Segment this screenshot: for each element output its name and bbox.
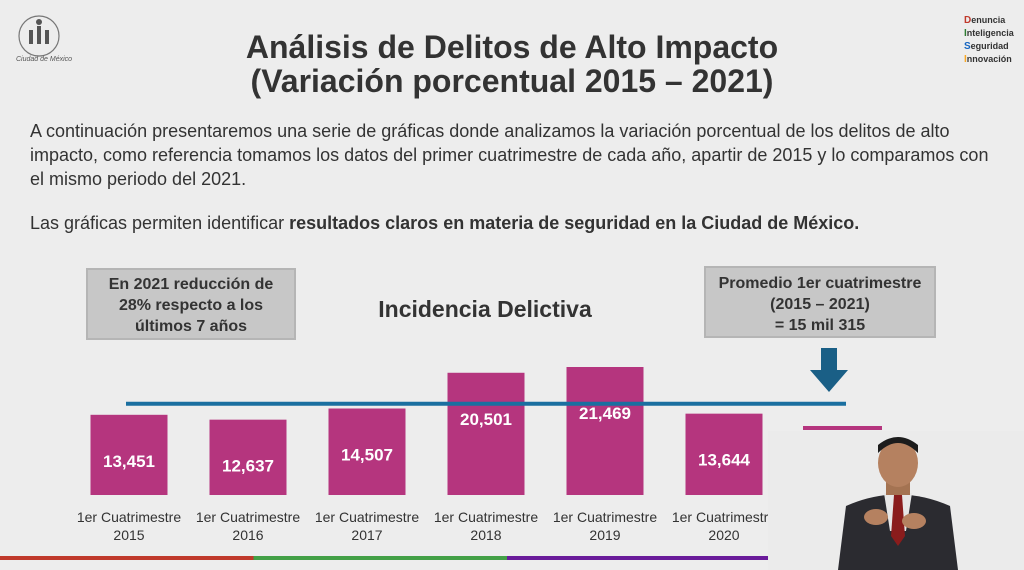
logo-initial: S xyxy=(964,41,971,52)
bar-value-label: 14,507 xyxy=(341,446,393,465)
x-tick-label: 1er Cuatrimestre xyxy=(434,509,538,525)
intro-paragraph: A continuación presentaremos una serie d… xyxy=(30,121,989,189)
x-tick-label: 2017 xyxy=(351,527,382,543)
logo-initial: I xyxy=(964,54,967,65)
bar xyxy=(566,367,644,495)
page-title-line1: Análisis de Delitos de Alto Impacto xyxy=(245,29,779,65)
x-tick-label: 2018 xyxy=(470,527,501,543)
x-tick-label: 2019 xyxy=(589,527,620,543)
x-tick-label: 2015 xyxy=(113,527,144,543)
logo-word: Seguridad xyxy=(964,40,1014,53)
bar-value-label: 13,644 xyxy=(698,451,751,470)
reduction-callout: En 2021 reducción de 28% respecto a los … xyxy=(86,268,296,340)
x-tick-label: 2016 xyxy=(232,527,263,543)
logo-word-rest: nnovación xyxy=(966,54,1012,64)
bar-value-label: 20,501 xyxy=(460,410,512,429)
logo-word: Inteligencia xyxy=(964,27,1014,40)
paragraph2-bold: resultados claros en materia de segurida… xyxy=(289,213,860,233)
down-arrow-icon xyxy=(810,348,848,392)
intro-paragraph-2: Las gráficas permiten identificar result… xyxy=(30,211,1000,235)
page-title-line2: (Variación porcentual 2015 – 2021) xyxy=(250,63,774,99)
cdmx-logo: Ciudad de México xyxy=(8,12,73,70)
dise-logo: Denuncia Inteligencia Seguridad Innovación xyxy=(964,14,1014,66)
callout-line: (2015 – 2021) xyxy=(770,296,870,313)
bar-chart: 13,451 1er Cuatrimestre 2015 12,637 1er Cuat… xyxy=(77,348,882,543)
logo-word-rest: eguridad xyxy=(970,41,1009,51)
callout-line: últimos 7 años xyxy=(134,318,248,335)
paragraph2-text: Las gráficas permiten identificar xyxy=(30,213,290,233)
bar-value-label: 21,469 xyxy=(579,404,631,423)
x-tick-label: 1er Cuatrimestre xyxy=(77,509,181,525)
logo-word-rest: nteligencia xyxy=(966,28,1014,38)
bar xyxy=(90,414,168,495)
x-tick-label: 1er Cuatrimestre xyxy=(196,509,300,525)
bar xyxy=(328,408,406,495)
x-tick-label: 1er Cuatrimestre xyxy=(672,509,776,525)
callout-line: 28% respecto a los xyxy=(118,297,264,314)
bar xyxy=(447,372,525,495)
average-callout: Promedio 1er cuatrimestre (2015 – 2021) … xyxy=(704,266,936,338)
callout-line: = 15 mil 315 xyxy=(774,317,866,334)
x-tick-label: 2020 xyxy=(708,527,739,543)
logo-initial: D xyxy=(964,15,972,26)
x-tick-label: 1er Cuatrimestre xyxy=(553,509,657,525)
logo-initial: I xyxy=(964,28,967,39)
callout-line: En 2021 reducción de xyxy=(108,276,274,293)
bottom-color-strip xyxy=(0,556,768,560)
logo-word: Denuncia xyxy=(964,14,1014,27)
logo-caption: Ciudad de México xyxy=(16,56,73,63)
chart-title: Incidencia Delictiva xyxy=(378,296,592,322)
callout-line: Promedio 1er cuatrimestre xyxy=(718,275,922,292)
sign-language-interpreter-video xyxy=(768,431,1024,570)
x-tick-label: 1er Cuatrimestre xyxy=(315,509,419,525)
bar xyxy=(209,419,287,495)
bar xyxy=(803,426,882,430)
bar-value-label: 13,451 xyxy=(103,452,155,471)
bar xyxy=(685,413,763,495)
logo-word-rest: enuncia xyxy=(971,15,1006,25)
bar-value-label: 12,637 xyxy=(222,457,274,476)
logo-word: Innovación xyxy=(964,53,1014,66)
